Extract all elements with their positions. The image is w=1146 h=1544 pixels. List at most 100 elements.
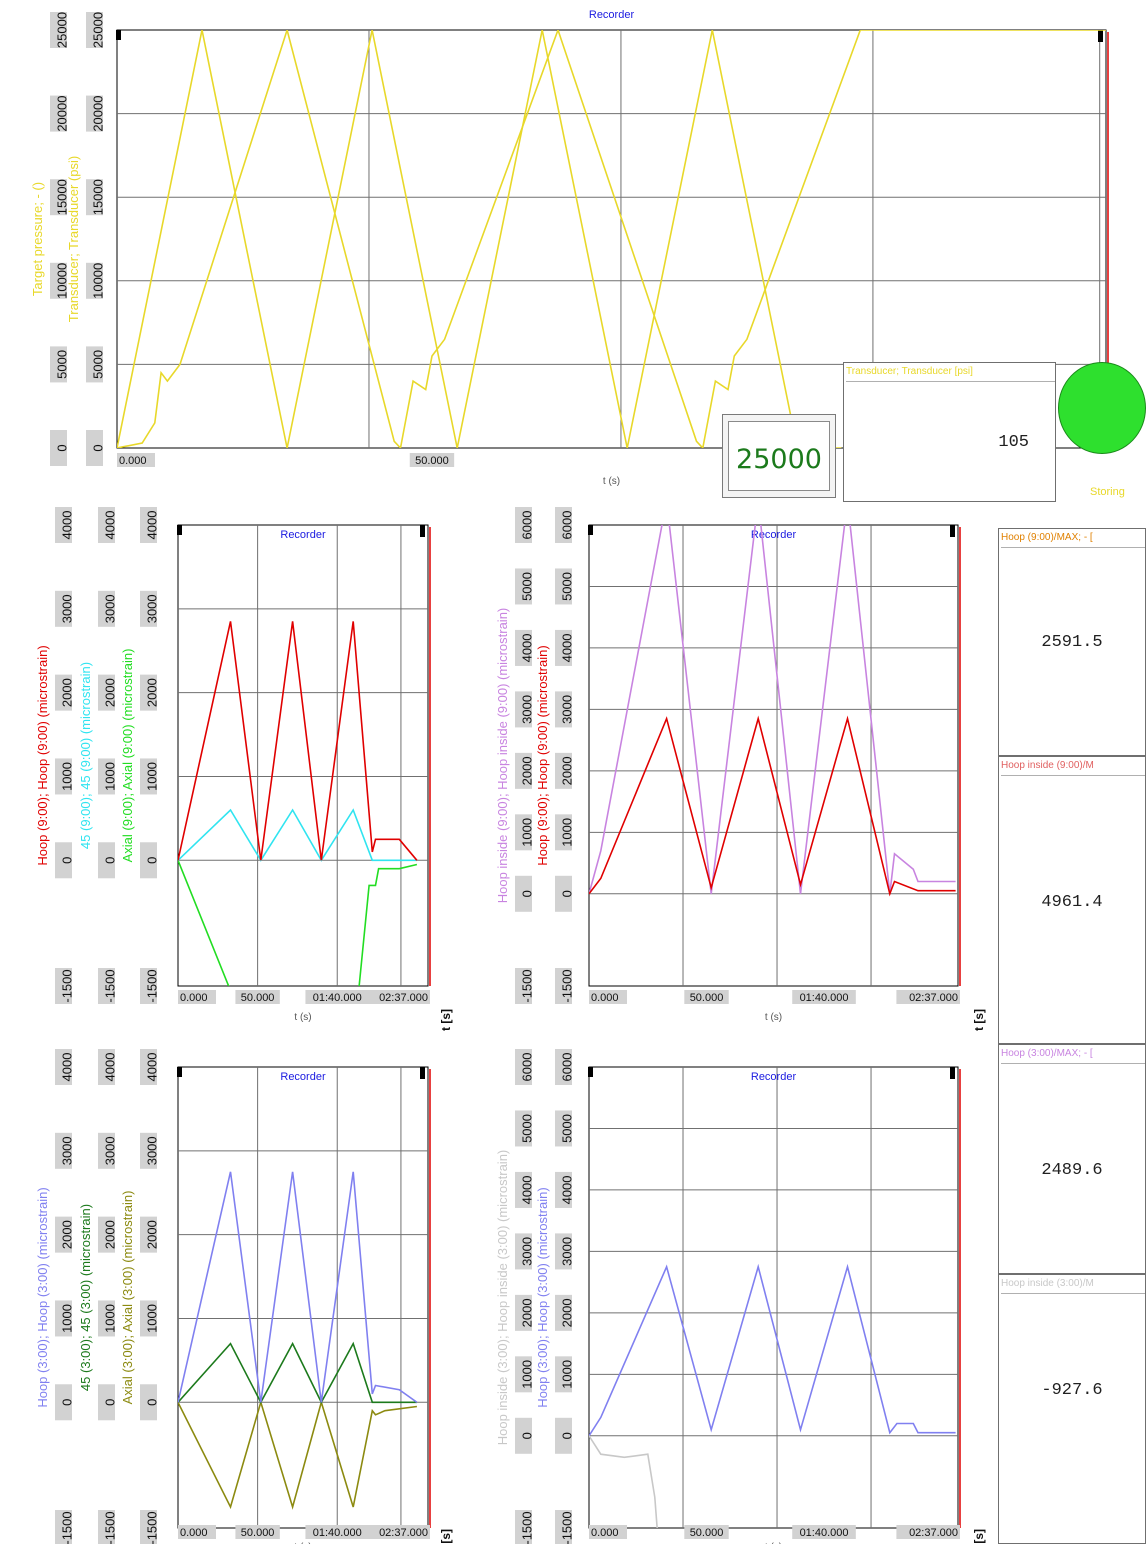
y-tick-label: 1000 bbox=[59, 1304, 74, 1333]
x-tick-label: 02:37.000 bbox=[379, 992, 428, 1004]
time-axis-label: t [s] bbox=[439, 1009, 453, 1031]
series-line-1 bbox=[178, 1399, 418, 1510]
series-line-1 bbox=[589, 1263, 956, 1437]
tick-band bbox=[515, 968, 532, 1004]
x-axis-label: t (s) bbox=[294, 1012, 311, 1023]
y-tick-label: 3000 bbox=[102, 1136, 117, 1165]
tick-band bbox=[50, 262, 67, 299]
series-line-3 bbox=[178, 621, 418, 861]
y-tick-label: 1000 bbox=[144, 762, 159, 791]
recorder-chart-2: Recorder -1500 0 1000 2000 3000 4000 Axial (9:0… bbox=[35, 507, 453, 1031]
tick-band bbox=[555, 1233, 572, 1270]
x-tick-label: 0.000 bbox=[591, 1527, 619, 1539]
y-tick-label: -1500 bbox=[102, 1511, 117, 1544]
meter-value: 2591.5 bbox=[1041, 633, 1103, 652]
series-line-2 bbox=[589, 1435, 658, 1528]
x-tick-band bbox=[366, 1525, 430, 1539]
scroll-marker-left bbox=[116, 30, 121, 40]
y-tick-label: 4000 bbox=[559, 1175, 574, 1204]
y-tick-label: 4000 bbox=[144, 1053, 159, 1082]
status-indicator[interactable] bbox=[1058, 362, 1146, 454]
x-tick-band bbox=[305, 1525, 370, 1539]
x-tick-band bbox=[178, 1525, 216, 1539]
y-tick-label: 2000 bbox=[559, 1298, 574, 1327]
y-tick-label: 1000 bbox=[519, 818, 534, 847]
y-tick-label: 4000 bbox=[519, 633, 534, 662]
tick-band bbox=[555, 968, 572, 1004]
transducer-panel[interactable]: Transducer; Transducer [psi] 105 bbox=[843, 362, 1056, 502]
x-tick-band bbox=[896, 990, 960, 1004]
y-tick-label: -1500 bbox=[519, 1511, 534, 1544]
x-tick-band bbox=[178, 990, 216, 1004]
tick-band bbox=[555, 1171, 572, 1208]
plot-area bbox=[177, 1066, 429, 1529]
meter-title: Hoop inside (3:00)/M bbox=[1001, 1275, 1145, 1294]
y-tick-label: 4000 bbox=[102, 1053, 117, 1082]
meter-panel-3[interactable]: Hoop (3:00)/MAX; - [ 2489.6 bbox=[998, 1044, 1146, 1274]
meter-panel-2[interactable]: Hoop inside (9:00)/M 4961.4 bbox=[998, 756, 1146, 1044]
x-tick-label: 0.000 bbox=[119, 455, 147, 467]
tick-band bbox=[98, 842, 115, 879]
y-tick-label: 4000 bbox=[519, 1175, 534, 1204]
y-axis-label: Transducer; Transducer (psi) bbox=[66, 156, 81, 322]
tick-band bbox=[515, 875, 532, 912]
x-tick-label: 0.000 bbox=[180, 1527, 208, 1539]
tick-band bbox=[98, 1300, 115, 1337]
scroll-marker-left bbox=[177, 525, 182, 535]
recorder-chart-3: Recorder -1500 0 1000 2000 3000 4000 5000 6000 Ho… bbox=[495, 507, 986, 1031]
y-tick-label: 5000 bbox=[519, 572, 534, 601]
y-tick-label: 4000 bbox=[102, 511, 117, 540]
scroll-marker-right bbox=[1098, 30, 1103, 42]
y-tick-label: 4000 bbox=[559, 633, 574, 662]
y-tick-label: 3000 bbox=[559, 1237, 574, 1266]
tick-band bbox=[55, 674, 72, 711]
x-tick-band bbox=[792, 1525, 856, 1539]
plot-area bbox=[588, 524, 959, 987]
tick-band bbox=[140, 1216, 157, 1253]
x-tick-band bbox=[896, 1525, 960, 1539]
y-tick-label: 10000 bbox=[54, 263, 69, 299]
series-line-1 bbox=[117, 30, 842, 448]
y-tick-label: 2000 bbox=[144, 1220, 159, 1249]
x-tick-label: 50.000 bbox=[690, 992, 724, 1004]
y-tick-label: 25000 bbox=[54, 12, 69, 48]
tick-band bbox=[98, 674, 115, 711]
meter-panel-1[interactable]: Hoop (9:00)/MAX; - [ 2591.5 bbox=[998, 528, 1146, 756]
tick-band bbox=[55, 1300, 72, 1337]
time-axis-label: t [s] bbox=[972, 1009, 986, 1031]
x-tick-label: 02:37.000 bbox=[909, 992, 958, 1004]
series-line-3 bbox=[178, 1171, 418, 1403]
x-tick-label: 02:37.000 bbox=[379, 1527, 428, 1539]
tick-band bbox=[55, 1132, 72, 1169]
tick-band bbox=[140, 1049, 157, 1085]
y-tick-label: -1500 bbox=[59, 969, 74, 1002]
y-tick-label: -1500 bbox=[59, 1511, 74, 1544]
tick-band bbox=[98, 968, 115, 1004]
y-tick-label: 2000 bbox=[519, 1298, 534, 1327]
tick-band bbox=[515, 752, 532, 789]
y-tick-label: 1000 bbox=[144, 1304, 159, 1333]
tick-band bbox=[555, 752, 572, 789]
x-axis-label: t (s) bbox=[765, 1542, 782, 1544]
transducer-panel-title: Transducer; Transducer [psi] bbox=[846, 363, 1055, 382]
meter-panel-4[interactable]: Hoop inside (3:00)/M -927.6 bbox=[998, 1274, 1146, 1544]
chart-title: Recorder bbox=[280, 1071, 326, 1083]
tick-band bbox=[98, 507, 115, 543]
y-tick-label: 2000 bbox=[59, 678, 74, 707]
tick-band bbox=[50, 430, 67, 466]
series-line-2 bbox=[589, 715, 956, 897]
target-display[interactable]: 25000 bbox=[722, 414, 836, 498]
y-axis-label: Axial (9:00); Axial (9:00) (microstrain) bbox=[120, 649, 135, 863]
y-tick-label: 4000 bbox=[144, 511, 159, 540]
y-tick-label: -1500 bbox=[144, 1511, 159, 1544]
x-tick-band bbox=[684, 1525, 729, 1539]
tick-band bbox=[86, 12, 103, 48]
tick-band bbox=[55, 1384, 72, 1421]
tick-band bbox=[98, 1384, 115, 1421]
y-tick-label: 2000 bbox=[102, 1220, 117, 1249]
tick-band bbox=[98, 1216, 115, 1253]
y-tick-label: -1500 bbox=[559, 1511, 574, 1544]
tick-band bbox=[86, 262, 103, 299]
y-tick-label: 0 bbox=[519, 890, 534, 897]
y-axis-label: Hoop inside (9:00); Hoop inside (9:00) (… bbox=[495, 608, 510, 904]
